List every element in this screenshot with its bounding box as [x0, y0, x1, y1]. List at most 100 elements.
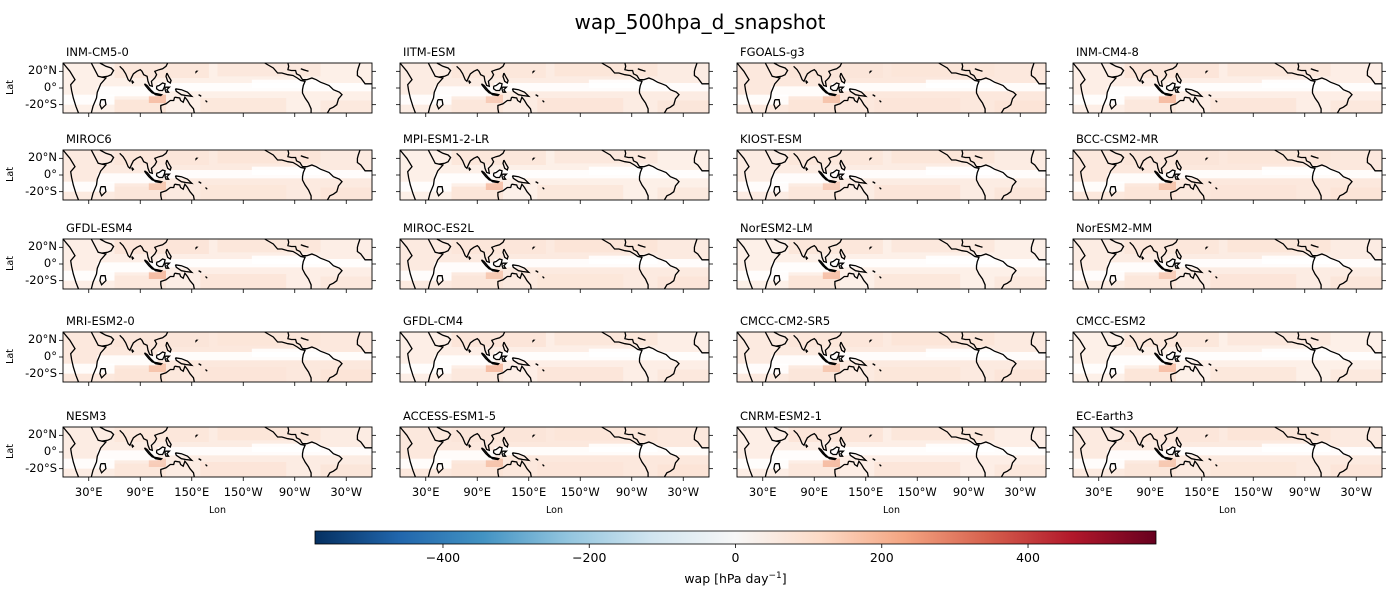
field-band [737, 94, 789, 105]
coastline [399, 426, 417, 478]
field-band [251, 166, 321, 175]
coastline [511, 182, 532, 201]
coastline [938, 62, 986, 113]
coastline [205, 100, 208, 103]
y-axis-label: Lat [4, 167, 16, 182]
field-patch [148, 458, 166, 467]
coastline [90, 149, 108, 201]
map-panel [1069, 62, 1386, 117]
colorbar-tick-label: 0 [731, 550, 740, 565]
coastline [1274, 331, 1322, 382]
coastline [535, 458, 539, 461]
coastline [1297, 62, 1353, 114]
coastline [99, 149, 115, 165]
coastline [1129, 426, 1179, 452]
coastline [436, 238, 452, 254]
lon-tick-label: 90°E [800, 485, 829, 499]
field-band [588, 348, 658, 357]
coastline [1100, 426, 1118, 478]
field-patch [451, 150, 546, 165]
field-patch [554, 150, 658, 164]
coastline [456, 238, 506, 264]
coastline [938, 149, 986, 200]
field-band [434, 355, 495, 366]
coastline [1366, 62, 1382, 85]
coastline [489, 361, 501, 366]
coastline [1184, 175, 1204, 185]
coastline [155, 82, 166, 92]
coastline [1129, 149, 1179, 175]
lat-tick-label: -20°S [25, 365, 57, 380]
coastline [535, 94, 539, 97]
coastline [1215, 464, 1218, 467]
coastline [1141, 80, 1145, 85]
colorbar-tick-label: −200 [572, 550, 607, 565]
colorbar-label-exponent: −1 [768, 571, 782, 581]
coastline [502, 341, 509, 354]
coastline [826, 361, 838, 366]
field-patch [200, 367, 287, 382]
coastline [356, 149, 372, 172]
coastline [99, 426, 115, 442]
coastline [492, 446, 503, 456]
coastline [436, 368, 444, 379]
coastline [131, 167, 135, 172]
coastline [300, 68, 309, 72]
coastline [961, 426, 1017, 478]
coastline [869, 246, 873, 250]
coastline [1129, 238, 1179, 264]
coastline [1162, 92, 1174, 97]
field-band [1073, 458, 1125, 469]
field-band [737, 363, 789, 374]
coastline [834, 184, 850, 201]
coastline [511, 88, 531, 98]
coastline [164, 355, 171, 362]
coastline [1072, 149, 1090, 201]
coastline [624, 426, 680, 478]
coastline [693, 426, 709, 449]
coastline [938, 238, 986, 289]
map-panel [1069, 331, 1386, 386]
coastline [1175, 72, 1182, 84]
coastline [869, 157, 873, 161]
field-patch [1330, 187, 1382, 200]
coastline [174, 364, 195, 383]
field-band [771, 86, 832, 97]
coastline [198, 270, 202, 273]
coastline [764, 331, 782, 383]
coastline [839, 72, 846, 85]
field-band [400, 363, 452, 374]
coastline [90, 62, 108, 114]
coastline [773, 149, 789, 165]
coastline [264, 426, 312, 477]
coastline [456, 426, 506, 452]
coastline [198, 363, 202, 366]
coastline [938, 331, 986, 382]
field-patch [657, 100, 709, 113]
coastline [456, 149, 506, 175]
coastline [1184, 357, 1204, 367]
field-patch [217, 150, 321, 164]
coastline [119, 62, 169, 88]
field-patch [1210, 462, 1297, 477]
coastline [1208, 94, 1212, 97]
lat-tick-label: 20°N [28, 427, 57, 442]
coastline [1170, 366, 1186, 383]
lat-tick-label: 20°N [28, 150, 57, 165]
field-band [251, 443, 321, 452]
field-patch [788, 427, 883, 442]
coastline [601, 426, 649, 477]
coastline [1175, 341, 1182, 353]
field-patch [537, 367, 624, 382]
coastline [848, 175, 868, 185]
coastline [1205, 70, 1209, 74]
field-patch [485, 94, 503, 103]
lat-tick-label: 0° [43, 167, 57, 181]
coastline [773, 331, 789, 347]
coastline [838, 173, 845, 180]
field-patch [994, 464, 1046, 477]
field-patch [994, 187, 1046, 200]
coastline [1170, 184, 1186, 201]
coastline [99, 331, 115, 347]
coastline [1165, 258, 1176, 268]
